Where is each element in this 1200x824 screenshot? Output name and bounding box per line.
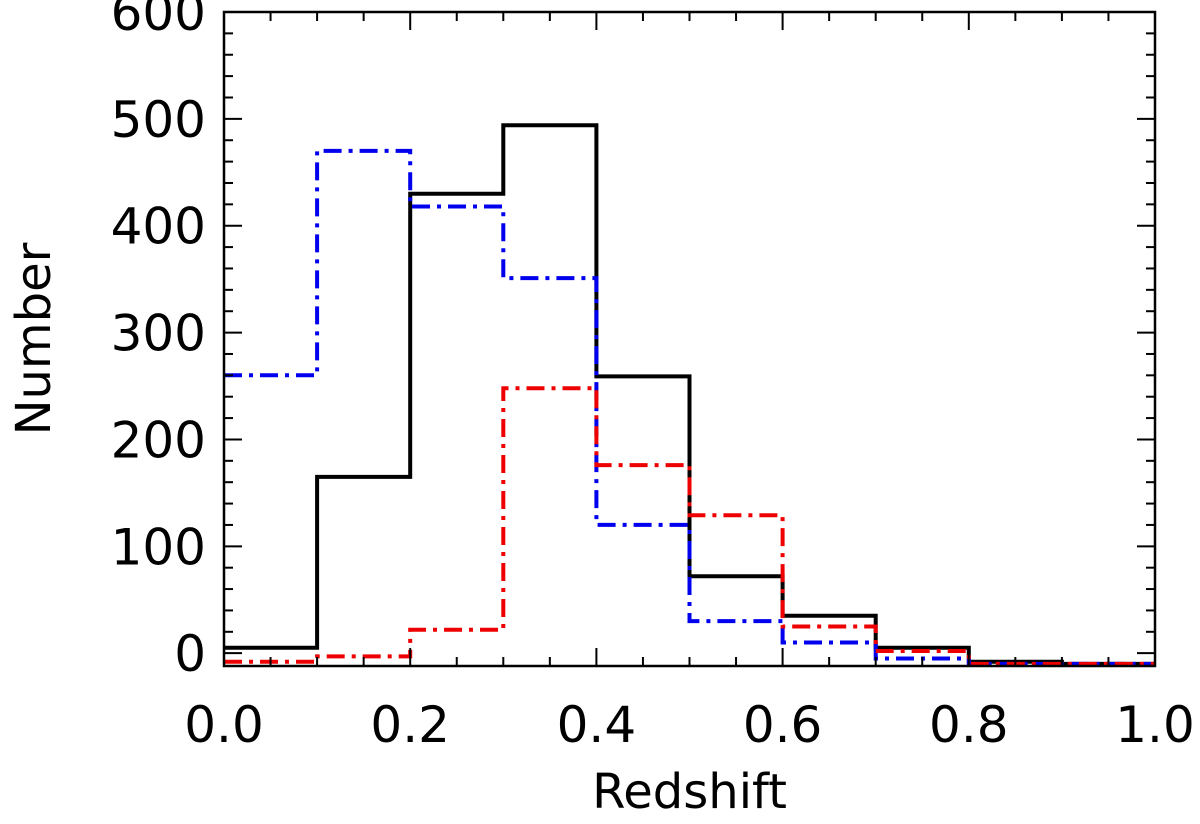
y-tick-label: 600 xyxy=(111,0,206,42)
y-axis-title: Number xyxy=(6,242,62,435)
y-tick-label: 100 xyxy=(111,518,206,576)
y-tick-label: 200 xyxy=(111,411,206,469)
series-layer xyxy=(224,123,1155,666)
labels-layer: 0.0 0.2 0.4 0.6 0.8 1.0 0 100 200 300 400 500 600 xyxy=(111,0,1195,754)
x-tick-label: 0.0 xyxy=(184,696,264,754)
x-tick-label: 0.8 xyxy=(929,696,1009,754)
plot-frame xyxy=(222,10,1157,668)
y-tick-label: 0 xyxy=(174,625,206,683)
ticks-layer xyxy=(223,11,1156,666)
y-tick-label: 400 xyxy=(111,198,206,256)
x-axis-title: Redshift xyxy=(592,764,787,820)
y-tick-label: 300 xyxy=(111,305,206,363)
x-tick-label: 0.4 xyxy=(557,696,637,754)
x-tick-label: 1.0 xyxy=(1115,696,1195,754)
x-tick-label: 0.2 xyxy=(370,696,450,754)
x-tick-label: 0.6 xyxy=(743,696,823,754)
y-tick-label: 500 xyxy=(111,91,206,149)
